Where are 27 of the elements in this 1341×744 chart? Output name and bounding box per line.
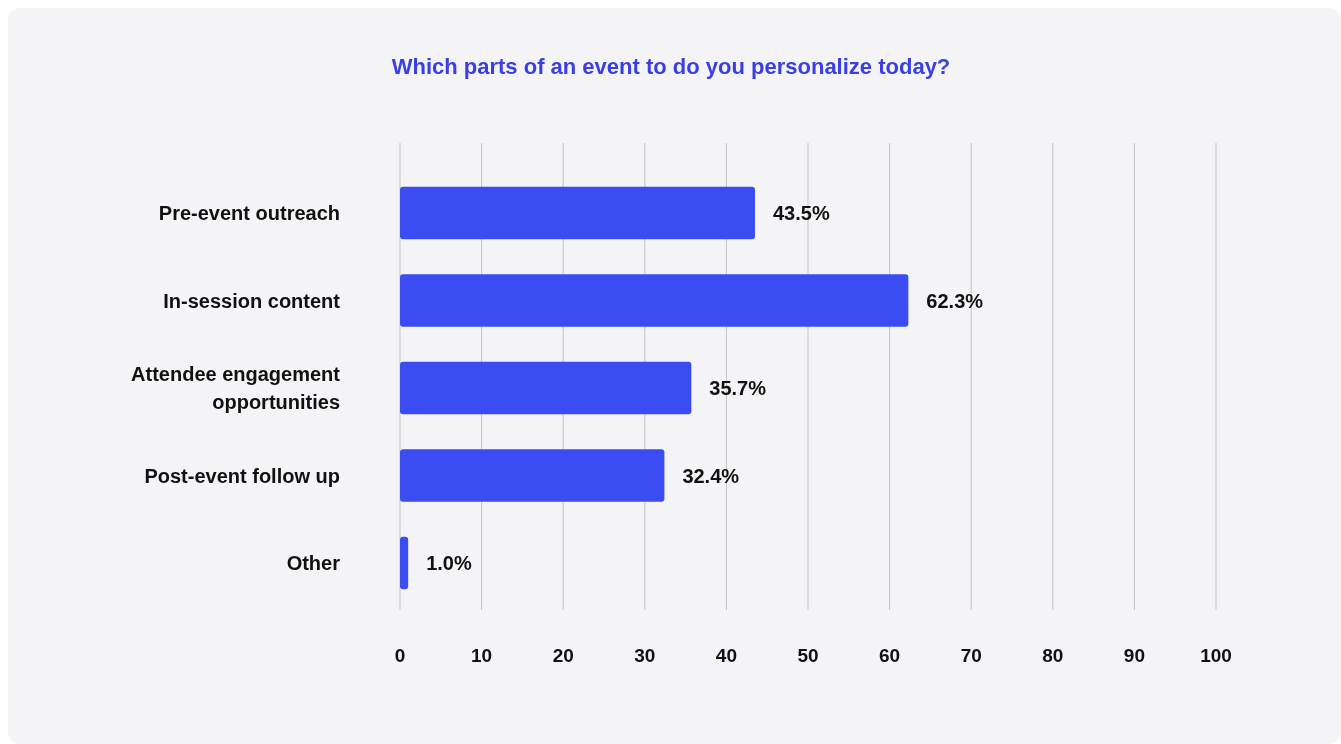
y-tick-label: Post-event follow up	[144, 464, 340, 487]
x-tick-label: 10	[471, 645, 493, 666]
x-tick-label: 30	[634, 645, 656, 666]
bar	[400, 536, 409, 590]
y-tick-label: Pre-event outreach	[158, 202, 340, 224]
bar	[400, 274, 909, 327]
y-tick-label: Attendee engagement opportunities	[131, 363, 341, 413]
x-tick-label: 20	[552, 645, 574, 666]
y-tick-label: Other	[286, 552, 341, 574]
x-tick-label: 100	[1200, 645, 1232, 666]
data-label: 43.5%	[772, 202, 830, 224]
bar	[400, 361, 692, 415]
data-label: 35.7%	[709, 377, 767, 399]
x-tick-label: 50	[797, 645, 819, 666]
data-label: 62.3%	[926, 289, 984, 312]
x-tick-label: 70	[960, 645, 982, 666]
data-label: 32.4%	[682, 464, 740, 487]
bar	[400, 449, 665, 502]
chart-title: Which parts of an event to do you personalize today?	[391, 54, 951, 79]
y-tick-label: In-session content	[163, 289, 341, 312]
x-tick-label: 0	[394, 645, 406, 666]
x-tick-label: 40	[715, 645, 737, 666]
x-tick-label: 90	[1123, 645, 1145, 666]
bar	[400, 186, 755, 240]
data-label: 1.0%	[426, 552, 472, 574]
x-tick-label: 80	[1042, 645, 1064, 666]
x-tick-label: 60	[879, 645, 901, 666]
